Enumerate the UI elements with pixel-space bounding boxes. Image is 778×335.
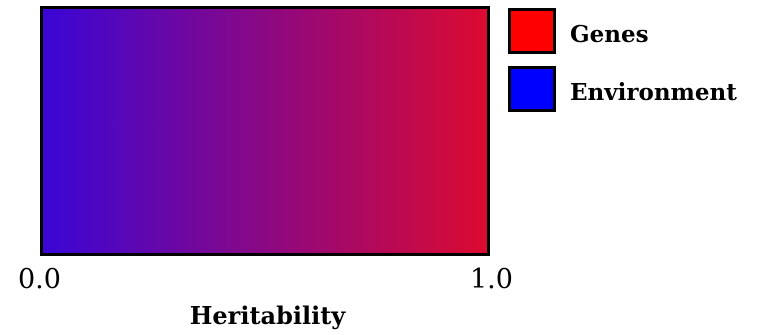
axis-min-label: 0.0 [18,264,61,295]
legend-label-environment: Environment [570,79,737,106]
axis-max-label: 1.0 [470,264,513,295]
legend-label-genes: Genes [570,21,649,48]
legend-swatch-genes [508,8,556,54]
legend-swatch-environment [508,66,556,112]
heritability-gradient-bar [40,6,490,256]
axis-title: Heritability [189,301,346,330]
